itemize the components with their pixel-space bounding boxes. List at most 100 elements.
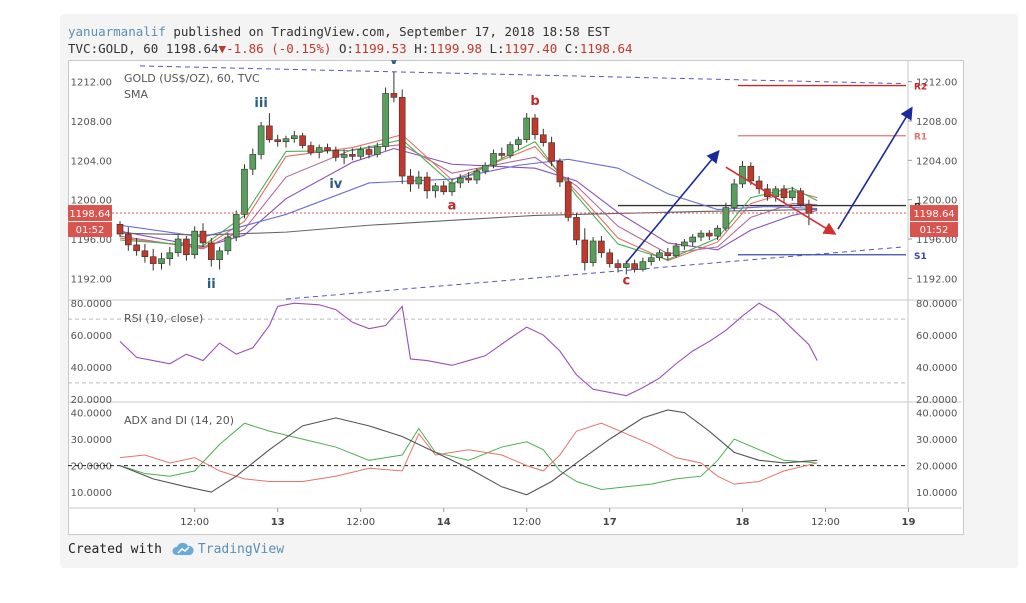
rsi-pane-title: RSI (10, close) [124,312,203,325]
adx-tick-label-left: 10.0000 [71,488,112,499]
sma-legend: SMA [124,88,148,101]
candle-body [390,93,398,98]
publication-header: yanuarmanalif published on TradingView.c… [68,24,610,39]
candle-body [208,242,215,260]
candle-body [697,232,705,238]
countdown-badge [910,222,958,238]
candle-body [174,238,182,254]
author-link[interactable]: yanuarmanalif [68,24,166,39]
time-tick-label: 12:00 [346,517,375,528]
candle-body [681,241,688,247]
candle-body [315,147,323,153]
candle-body [340,154,348,158]
price-tick-label: 1212.00 [916,78,957,89]
candle-body [548,142,555,162]
candle-body [133,244,140,252]
candle-body [291,135,298,139]
adx-line [119,409,818,496]
pivot-label-r2: R2 [914,83,927,93]
candle-body [515,139,522,145]
candle-body [349,154,356,157]
adx-tick-label: 40.0000 [916,409,957,420]
candle-body [423,176,431,192]
candle-body [357,149,365,157]
candle-body [274,139,281,142]
sma-line-5 [119,158,818,238]
price-tick-label-left: 1204.00 [71,156,112,167]
time-tick-label: 12:00 [512,517,541,528]
chart-frame [68,60,964,535]
price-tick-label: 1208.00 [916,117,957,128]
candle-body [539,134,547,143]
candle-body [141,250,149,258]
rsi-tick-label-left: 20.0000 [71,395,112,406]
candle-body [266,125,273,140]
candle-body [257,125,265,155]
candle-body [523,117,531,140]
candle-body [398,97,406,177]
countdown-badge-text-left: 01:52 [76,225,105,236]
last-price-badge-text: 1198.64 [913,209,954,220]
candle-body [598,240,605,254]
candle-body [581,239,589,263]
candle-body [614,263,622,268]
candle-body [498,153,506,156]
candle-body [373,146,381,155]
wave-label: iv [329,177,342,192]
price-tick-label-left: 1200.00 [71,196,112,207]
time-tick-label: 12:00 [180,517,209,528]
publish-info: published on TradingView.com, September … [173,24,610,39]
last-price-badge-text-left: 1198.64 [69,209,110,220]
candle-body [116,223,124,235]
candle-body [282,138,290,142]
upper-trendline [139,65,905,85]
adx-tick-label: 30.0000 [916,435,957,446]
last-price: 1198.64 [165,41,219,56]
sma-line-2 [119,144,818,255]
candle-body [407,175,414,185]
rsi-tick-label-left: 60.0000 [71,331,112,342]
candle-body [166,252,174,259]
candle-body [506,144,514,156]
footer: Created with TradingView [68,542,284,560]
candle-body [788,190,796,199]
adx-pane-title: ADX and DI (14, 20) [124,414,234,427]
time-tick-label: 17 [603,517,617,528]
candle-body [705,232,713,237]
candle-body [415,176,423,185]
wave-label: iii [254,96,267,111]
adx-tick-label: 20.0000 [916,462,957,473]
time-tick-label: 19 [902,517,916,528]
created-with-label: Created with [68,542,162,557]
countdown-badge-text: 01:52 [920,225,949,236]
candle-body [564,181,572,218]
rsi-line [119,302,818,397]
candle-body [456,177,464,184]
wave-label: b [530,94,539,109]
time-tick-label: 14 [437,517,451,528]
candle-body [216,250,223,260]
candle-body [556,161,564,183]
candle-body [481,164,489,172]
change-value: -1.86 (-0.15%) [226,41,332,56]
tradingview-link[interactable]: TradingView [197,542,285,557]
sma-line-1 [119,147,818,251]
candle-body [365,149,373,155]
pivot-label-r1: R1 [914,133,927,143]
candle-body [448,182,456,193]
candle-body [639,261,647,270]
candle-body [124,233,132,246]
candle-body [531,117,539,136]
ohlc-header: TVC:GOLD, 60 1198.64▼-1.86 (-0.15%) O:11… [68,41,633,56]
candle-body [249,154,257,170]
chart-area[interactable]: 1212.00 1212.00 1208.00 1208.00 1204.00 1204.… [68,60,962,533]
candle-body [191,230,198,256]
candle-body [307,145,315,153]
low-value: 1197.40 [504,41,558,56]
open-value: 1199.53 [354,41,407,56]
rsi-tick-label-left: 80.0000 [71,299,112,310]
price-tick-label: 1196.00 [916,235,957,246]
lower-trendline [285,246,905,300]
rsi-tick-label: 80.0000 [916,299,957,310]
wave-label: c [622,273,630,288]
